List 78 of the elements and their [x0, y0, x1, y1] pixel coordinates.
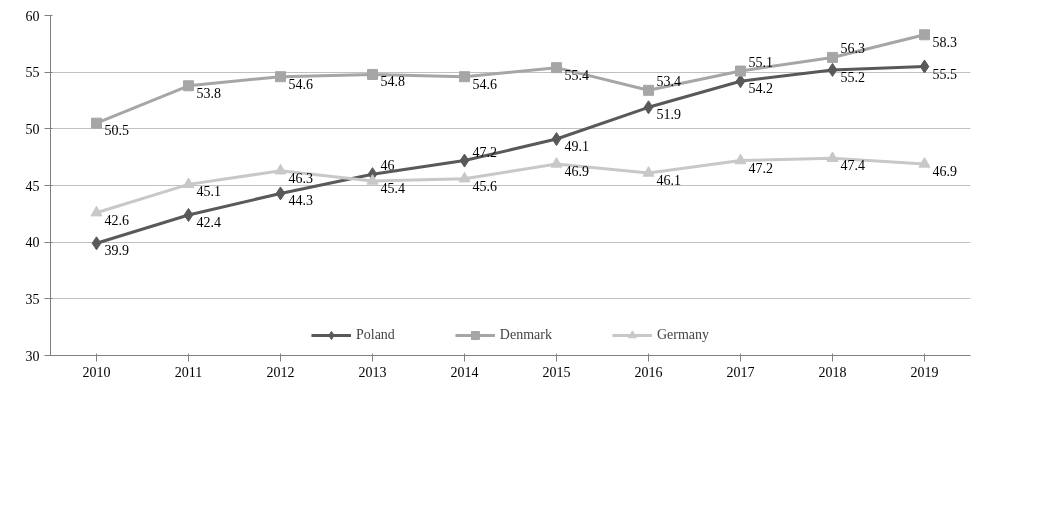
point [919, 59, 930, 74]
data-label: 55.1 [748, 55, 773, 71]
x-tick-label: 2013 [358, 364, 387, 380]
point [274, 163, 287, 175]
point [642, 166, 655, 177]
point [643, 100, 654, 115]
legend-label: Denmark [499, 327, 552, 343]
data-label: 54.6 [288, 76, 313, 92]
point [90, 205, 103, 217]
data-label: 46.9 [564, 163, 589, 179]
y-tick-label: 60 [25, 8, 40, 24]
point [183, 207, 194, 222]
point [183, 80, 194, 92]
legend-label: Germany [656, 327, 710, 343]
data-label: 54.6 [472, 76, 497, 92]
point [643, 84, 654, 96]
x-tick-label: 2011 [174, 364, 203, 380]
data-label: 42.6 [104, 212, 129, 228]
data-label: 54.2 [748, 81, 773, 97]
data-label: 50.5 [104, 123, 129, 139]
point [919, 29, 930, 41]
point [827, 62, 838, 77]
data-label: 44.3 [288, 193, 313, 209]
x-tick-label: 2016 [634, 364, 663, 380]
point [91, 236, 102, 251]
point [551, 62, 562, 74]
point [735, 74, 746, 89]
x-tick-label: 2017 [726, 364, 755, 380]
y-tick-label: 30 [25, 348, 40, 364]
point [459, 153, 470, 168]
y-tick-label: 35 [25, 291, 40, 307]
data-label: 46.3 [288, 170, 313, 186]
x-tick-label: 2010 [82, 364, 111, 380]
data-label: 51.9 [656, 107, 681, 123]
legend-label: Poland [355, 327, 395, 343]
data-label: 56.3 [840, 41, 865, 57]
x-tick-label: 2015 [542, 364, 571, 380]
point [275, 186, 286, 201]
y-tick-label: 45 [25, 178, 40, 194]
point [91, 117, 102, 129]
data-label: 42.4 [196, 214, 221, 230]
point [550, 157, 563, 168]
data-label: 39.9 [104, 243, 129, 259]
point [275, 71, 286, 83]
data-label: 46.9 [932, 163, 957, 179]
point [551, 132, 562, 147]
point [366, 174, 379, 185]
point [826, 151, 839, 162]
point [735, 65, 746, 77]
point [918, 157, 931, 168]
data-label: 46.1 [656, 173, 681, 189]
data-label: 53.8 [196, 85, 221, 101]
point [734, 153, 747, 165]
point [458, 171, 471, 183]
data-label: 47.4 [840, 158, 865, 174]
x-tick-label: 2014 [450, 364, 479, 380]
point [182, 177, 195, 189]
data-label: 46 [380, 158, 395, 174]
data-label: 45.1 [196, 184, 221, 200]
x-tick-label: 2019 [910, 364, 939, 380]
point [459, 71, 470, 83]
data-label: 54.8 [380, 74, 405, 90]
point [367, 68, 378, 80]
point [827, 51, 838, 63]
data-label: 53.4 [656, 74, 681, 90]
data-label: 58.3 [932, 34, 957, 50]
data-label: 55.2 [840, 69, 865, 85]
data-label: 49.1 [564, 139, 589, 155]
data-label: 47.2 [748, 160, 773, 176]
data-label: 45.6 [472, 178, 497, 194]
y-tick-label: 40 [25, 235, 40, 251]
x-tick-label: 2018 [818, 364, 847, 380]
y-tick-label: 55 [25, 65, 40, 81]
data-label: 55.5 [932, 66, 957, 82]
data-label: 55.4 [564, 67, 589, 83]
x-tick-label: 2012 [266, 364, 295, 380]
data-label: 45.4 [380, 180, 405, 196]
y-tick-label: 50 [25, 121, 40, 137]
